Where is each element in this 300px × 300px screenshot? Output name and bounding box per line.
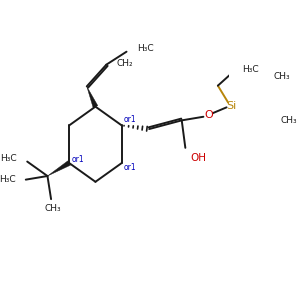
Text: O: O xyxy=(205,110,214,120)
Polygon shape xyxy=(87,86,98,108)
Text: or1: or1 xyxy=(123,115,136,124)
Text: H₃C: H₃C xyxy=(0,175,16,184)
Text: or1: or1 xyxy=(123,163,136,172)
Polygon shape xyxy=(47,161,70,176)
Text: CH₃: CH₃ xyxy=(274,72,290,81)
Text: H₃C: H₃C xyxy=(136,44,153,53)
Text: CH₂: CH₂ xyxy=(116,59,133,68)
Text: Si: Si xyxy=(226,101,236,111)
Text: or1: or1 xyxy=(71,155,84,164)
Text: H₃C: H₃C xyxy=(242,64,258,74)
Text: H₃C: H₃C xyxy=(1,154,17,163)
Text: CH₃: CH₃ xyxy=(281,116,297,125)
Text: CH₃: CH₃ xyxy=(44,204,61,213)
Text: OH: OH xyxy=(190,153,206,163)
